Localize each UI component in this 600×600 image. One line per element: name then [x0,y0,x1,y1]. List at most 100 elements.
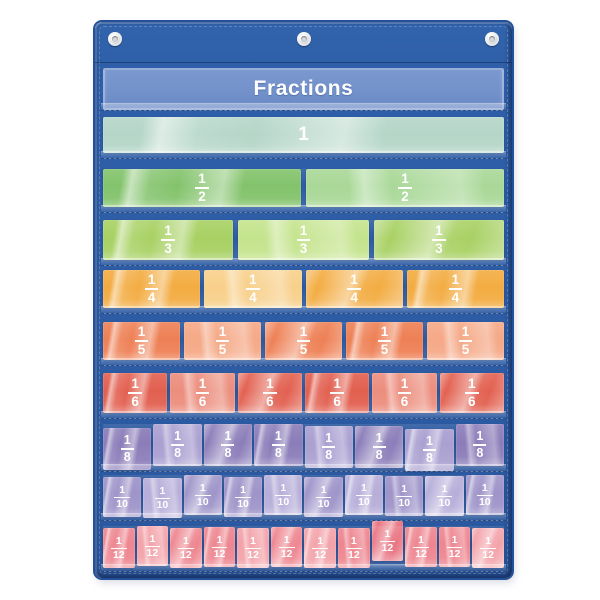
fraction-tile-1-10[interactable]: 1 10 [264,475,303,515]
fraction-numerator: 1 [147,272,156,288]
fraction-tile-1-10[interactable]: 1 10 [425,476,464,516]
fraction-tile-1-10[interactable]: 1 10 [385,476,424,516]
fraction-numerator: 1 [441,482,448,495]
fraction-tile-1-12[interactable]: 1 12 [237,528,269,568]
fraction-numerator: 1 [149,532,156,545]
fraction-tile-1-10[interactable]: 1 10 [465,475,505,515]
fraction-tile-1-12[interactable]: 1 12 [136,526,169,566]
fraction-denominator: 5 [215,340,230,357]
fraction-label: 1 12 [345,536,362,560]
fraction-label: 1 12 [278,533,295,559]
fraction-tile-1-12[interactable]: 1 12 [338,528,370,568]
fraction-denominator: 10 [315,496,332,510]
fraction-tile-1-12[interactable]: 1 12 [371,521,404,561]
fraction-numerator: 1 [299,324,308,340]
fraction-tile-1-10[interactable]: 1 10 [183,475,223,515]
fraction-tile-1-12[interactable]: 1 12 [405,527,437,567]
fraction-denominator: 10 [275,494,292,508]
fraction-denominator: 10 [396,495,413,509]
fraction-tile-1-10[interactable]: 1 10 [103,477,142,517]
fraction-tile-1-12[interactable]: 1 12 [304,528,337,568]
fraction-numerator: 1 [131,376,139,392]
fraction-numerator: 1 [283,533,290,546]
fraction-tile-1-12[interactable]: 1 12 [203,527,236,567]
fraction-tile-1-10[interactable]: 1 10 [143,478,182,518]
fraction-denominator: 8 [473,444,487,460]
fraction-numerator: 1 [280,481,287,494]
fraction-label: 1 12 [379,529,396,553]
fraction-tile-1-12[interactable]: 1 12 [472,528,504,568]
fraction-denominator: 12 [413,546,429,560]
fraction-numerator: 1 [350,272,358,288]
fraction-denominator: 6 [465,392,479,409]
fraction-tile-1-10[interactable]: 1 10 [223,477,263,517]
fraction-numerator: 1 [425,434,433,449]
whole-tile[interactable]: 1 [103,117,504,153]
fraction-numerator: 1 [468,376,476,392]
fraction-numerator: 1 [451,272,460,288]
fraction-denominator: 6 [397,392,412,409]
fraction-tile-1-10[interactable]: 1 10 [344,475,384,515]
fraction-numerator: 1 [418,533,424,546]
fraction-denominator: 10 [154,497,171,511]
fraction-label: 1 12 [245,536,261,560]
fraction-label: 1 10 [114,485,130,509]
fraction-numerator: 1 [274,429,282,444]
grommet-icon [296,32,311,46]
grommet-icon [108,32,122,46]
fraction-tile-1-10[interactable]: 1 10 [304,477,344,517]
fraction-numerator: 1 [198,171,206,187]
fraction-tile-1-12[interactable]: 1 12 [438,527,471,567]
fraction-numerator: 1 [224,429,232,444]
fraction-denominator: 10 [436,495,453,509]
fraction-tile-1-12[interactable]: 1 12 [170,528,202,568]
fraction-tile-1-12[interactable]: 1 12 [103,528,135,568]
fraction-numerator: 1 [115,534,122,547]
fraction-numerator: 1 [174,429,182,444]
fraction-denominator: 6 [128,392,142,409]
fraction-numerator: 1 [380,324,389,340]
fraction-tile-1-12[interactable]: 1 12 [270,527,303,567]
fraction-denominator: 10 [114,496,130,510]
